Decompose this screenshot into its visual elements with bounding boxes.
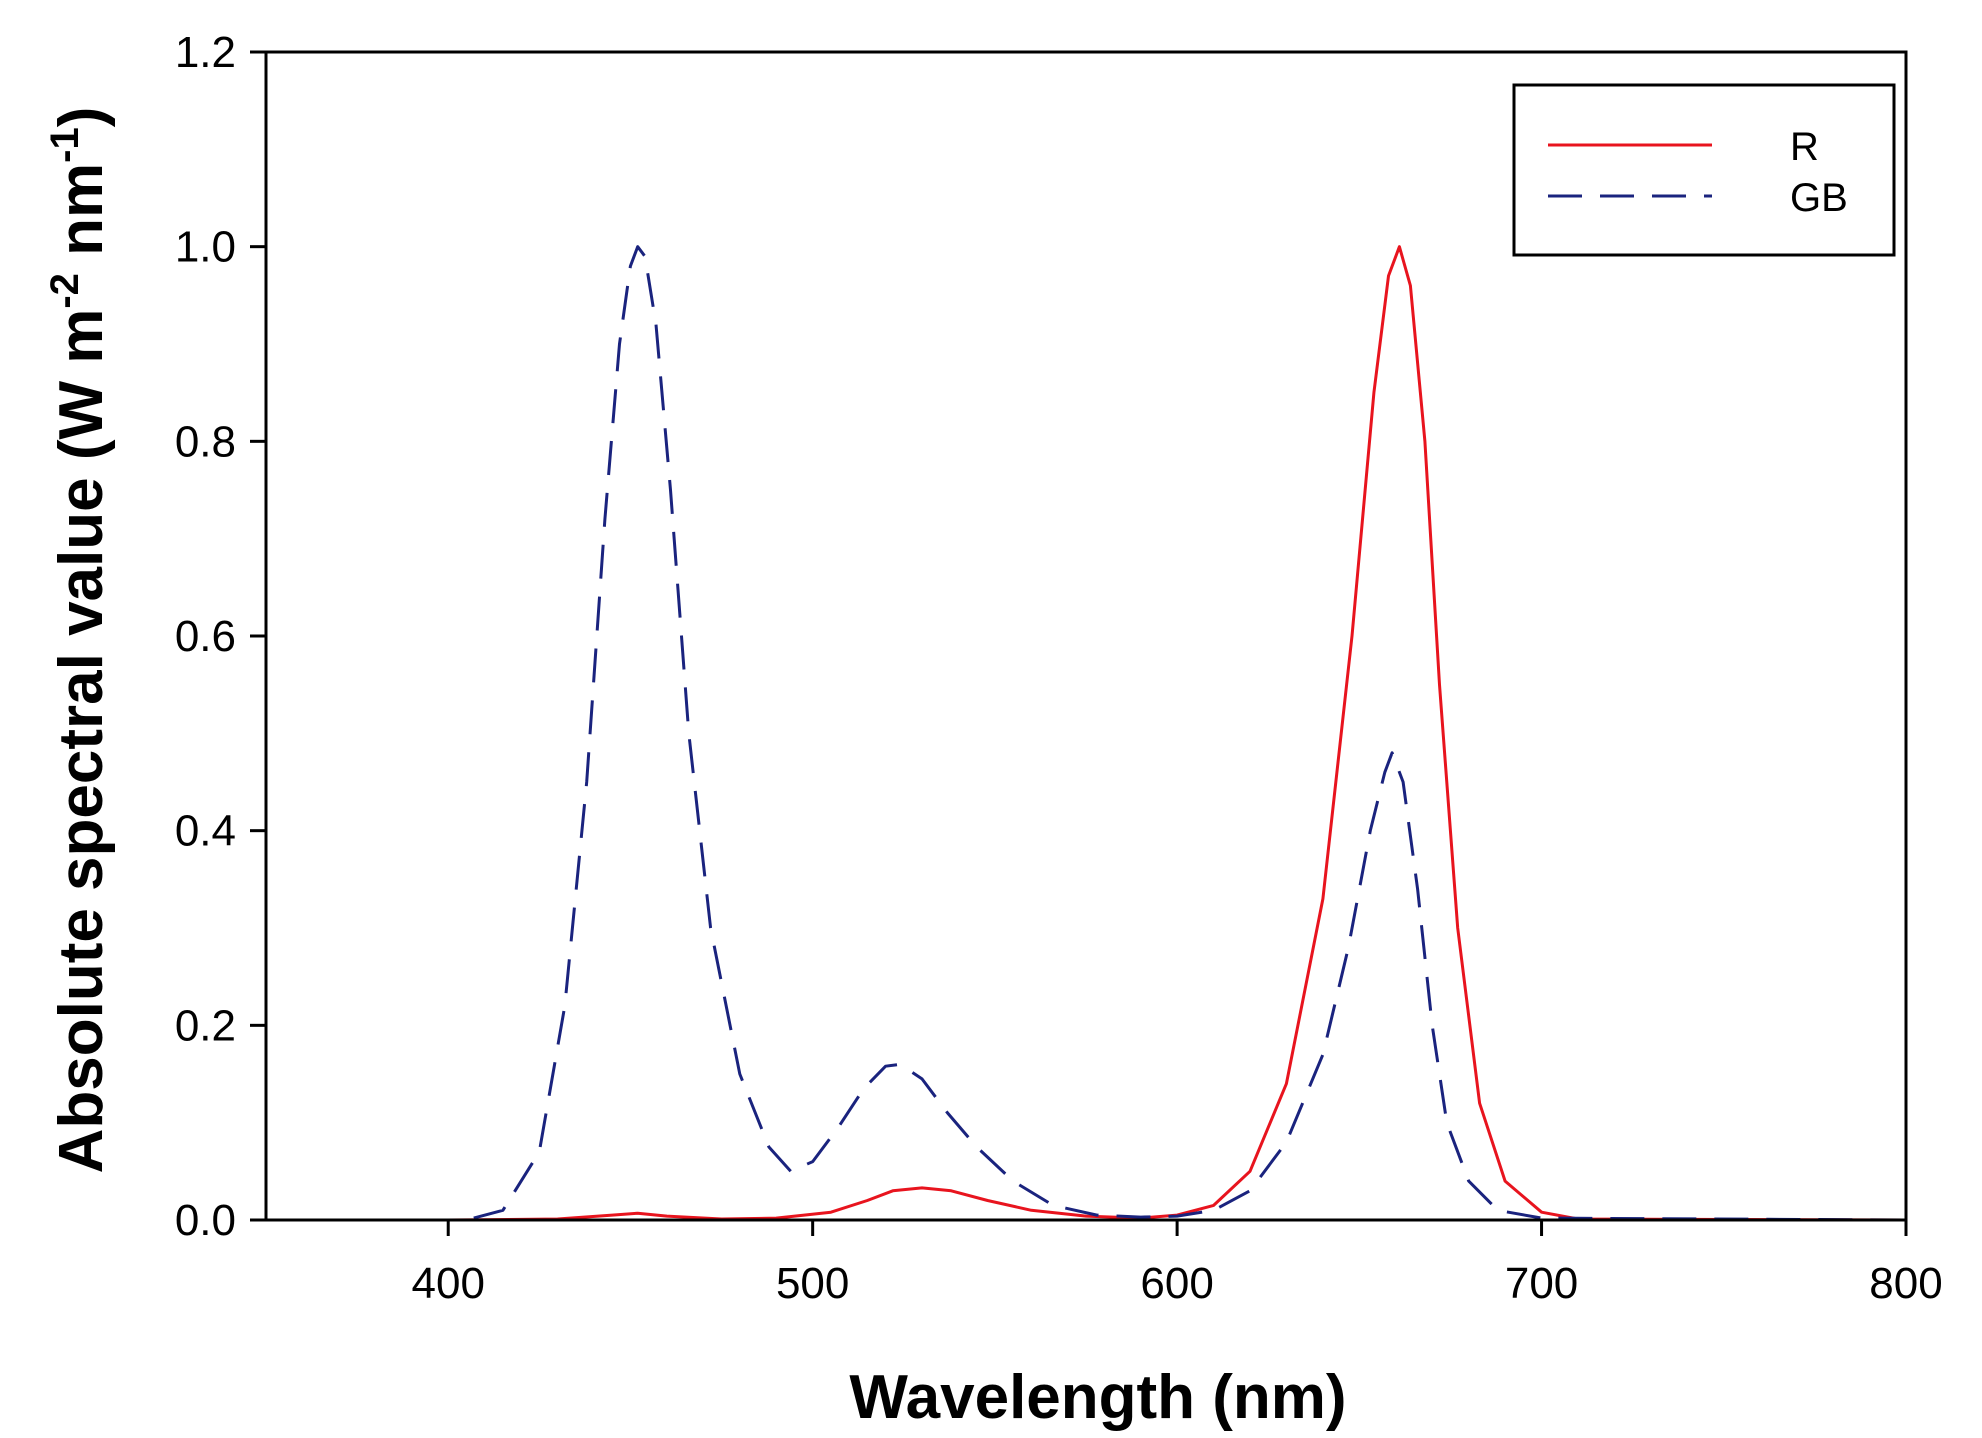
y-tick-label-4: 0.8 [175, 417, 236, 466]
y-axis-title-exp2: -1 [43, 127, 87, 163]
series-layer [266, 245, 1907, 1222]
y-axis-title-prefix: Absolute spectral value (W m [47, 309, 116, 1174]
legend: R GB [1512, 83, 1896, 257]
axes-layer: 400 500 600 700 800 0.0 0.2 0.4 0.6 0.8 1.0 1.2 [175, 28, 1943, 1308]
legend-label-r: R [1790, 125, 1819, 169]
x-tick-label-400: 400 [412, 1259, 485, 1308]
y-tick-label-6: 1.2 [175, 28, 236, 77]
y-tick-label-3: 0.6 [175, 612, 236, 661]
y-tick-label-5: 1.0 [175, 223, 236, 272]
x-tick-label-500: 500 [776, 1259, 849, 1308]
y-axis-title-mid: nm [47, 163, 116, 273]
x-axis-title: Wavelength (nm) [849, 1363, 1346, 1432]
x-tick-label-600: 600 [1140, 1259, 1213, 1308]
y-axis-title: Absolute spectral value (W m-2 nm-1) [43, 107, 116, 1174]
x-tick-label-800: 800 [1869, 1259, 1942, 1308]
y-axis-title-suffix: ) [47, 107, 116, 128]
series-line-r [266, 245, 1907, 1222]
y-tick-label-1: 0.2 [175, 1001, 236, 1050]
x-tick-label-700: 700 [1505, 1259, 1578, 1308]
y-axis-title-exp1: -2 [43, 273, 87, 309]
y-tick-label-2: 0.4 [175, 807, 236, 856]
series-line-gb [266, 245, 1907, 1222]
y-tick-label-0: 0.0 [175, 1196, 236, 1245]
legend-label-gb: GB [1790, 176, 1848, 220]
legend-box [1512, 83, 1896, 257]
